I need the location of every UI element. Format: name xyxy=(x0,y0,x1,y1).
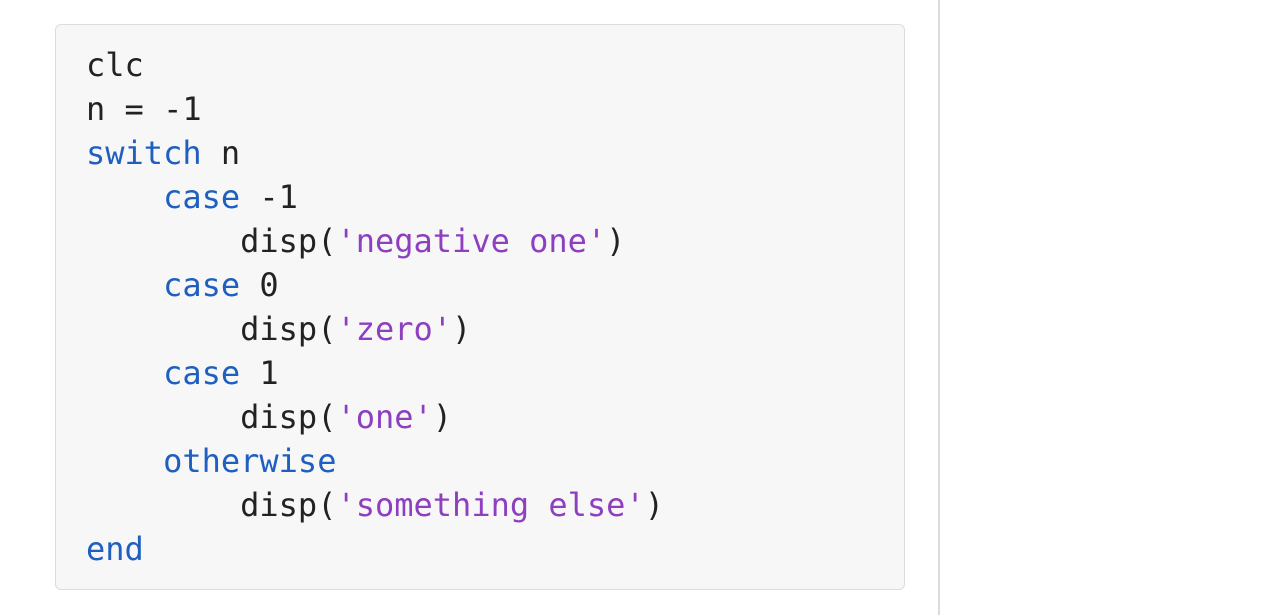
code-token-pln: ) xyxy=(606,222,625,260)
code-token-pln xyxy=(86,178,163,216)
code-token-pln: ) xyxy=(645,486,664,524)
code-content: clc n = -1 switch n case -1 disp('negati… xyxy=(86,43,874,571)
code-token-pln xyxy=(86,442,163,480)
vertical-divider xyxy=(938,0,940,615)
page: clc n = -1 switch n case -1 disp('negati… xyxy=(0,0,1280,615)
code-token-pln: disp( xyxy=(86,398,336,436)
code-token-kw: case xyxy=(163,266,240,304)
code-token-pln: n xyxy=(202,134,241,172)
code-block-card: clc n = -1 switch n case -1 disp('negati… xyxy=(55,24,905,590)
code-token-pln: 0 xyxy=(240,266,279,304)
code-token-pln: disp( xyxy=(86,486,336,524)
code-token-kw: end xyxy=(86,530,144,568)
code-token-kw: switch xyxy=(86,134,202,172)
code-token-pln: 1 xyxy=(240,354,279,392)
code-token-pln: ) xyxy=(433,398,452,436)
code-token-pln: clc xyxy=(86,46,144,84)
code-token-str: 'one' xyxy=(336,398,432,436)
code-token-kw: case xyxy=(163,178,240,216)
code-token-kw: otherwise xyxy=(163,442,336,480)
code-token-pln: -1 xyxy=(240,178,298,216)
code-token-str: 'something else' xyxy=(336,486,644,524)
code-token-kw: case xyxy=(163,354,240,392)
code-token-str: 'zero' xyxy=(336,310,452,348)
code-token-pln: ) xyxy=(452,310,471,348)
code-token-pln: disp( xyxy=(86,222,336,260)
code-token-pln xyxy=(86,354,163,392)
code-token-pln xyxy=(86,266,163,304)
code-token-pln: n = -1 xyxy=(86,90,202,128)
code-token-str: 'negative one' xyxy=(336,222,606,260)
code-token-pln: disp( xyxy=(86,310,336,348)
